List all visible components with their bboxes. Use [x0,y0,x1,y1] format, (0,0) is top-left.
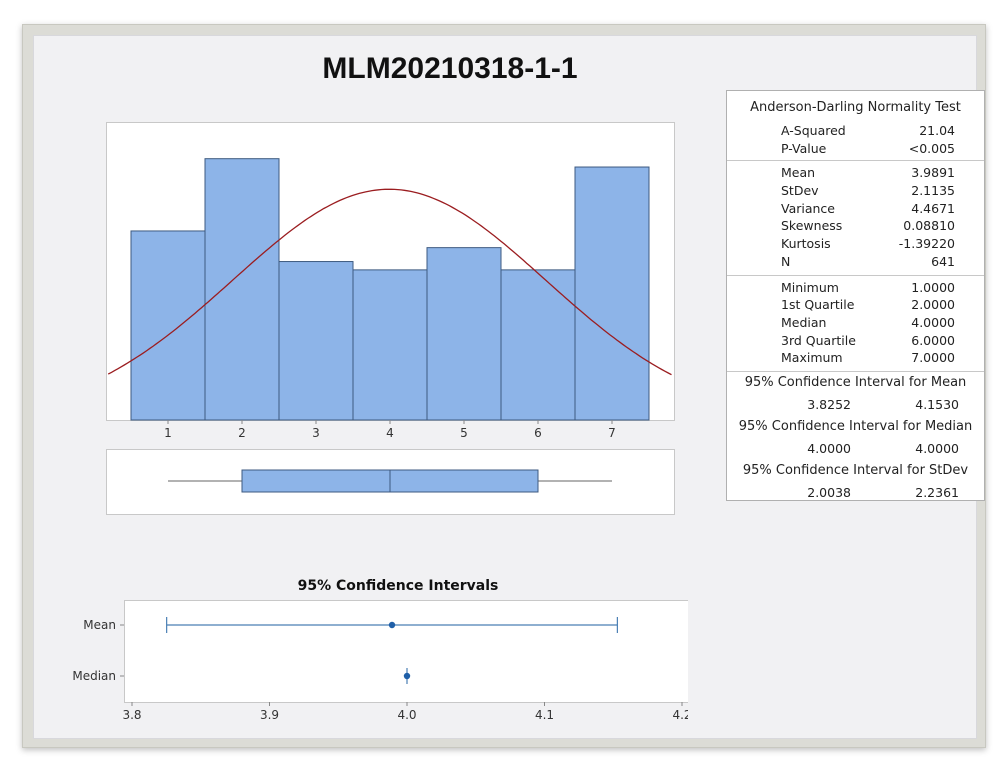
x-tick-label: 4.2 [672,708,688,722]
ci-stdev-high: 2.2361 [915,484,959,500]
moment-stat-label: StDev [781,183,819,199]
moment-stat-value: -1.39220 [898,236,955,252]
normality-test-header: Anderson-Darling Normality Test [750,100,961,115]
stats-table: Anderson-Darling Normality Test A-Square… [726,90,985,501]
quantile-stat-row: Median 4.0000 [727,314,984,332]
normality-stat-row: A-Squared 21.04 [727,122,984,140]
normal-fit-curve [107,188,672,376]
ci-point [403,672,411,680]
ci-median-low: 4.0000 [807,440,851,456]
quantile-stat-row: Minimum 1.0000 [727,279,984,297]
quantile-stat-label: Minimum [781,279,839,295]
quantile-stat-row: 3rd Quartile 6.0000 [727,332,984,350]
moment-stat-value: 3.9891 [911,165,955,181]
report-canvas: MLM20210318-1-1 1 2 3 4 5 6 7 95% Confidence I… [33,35,985,739]
ci-mean-title: 95% Confidence Interval for Mean [744,374,967,390]
x-tick-label: 5 [460,426,468,440]
ci-median-row: 4.0000 4.0000 [727,438,984,460]
quantile-stat-label: 3rd Quartile [781,332,856,348]
histogram-bar [278,261,354,421]
x-tick-label: 7 [608,426,616,440]
quantile-stat-row: 1st Quartile 2.0000 [727,296,984,314]
quantile-stat-value: 1.0000 [911,279,955,295]
normality-stat-row: P-Value <0.005 [727,140,984,158]
ci-mean-high: 4.1530 [915,396,959,412]
moment-stat-row: N 641 [727,253,984,271]
histogram-bar [426,247,502,421]
page-title: MLM20210318-1-1 [322,52,578,85]
quantile-stat-value: 2.0000 [911,297,955,313]
x-tick-label: 4 [386,426,394,440]
moment-stat-label: N [781,253,791,269]
x-tick-label: 3 [312,426,320,440]
confidence-interval-chart: 95% Confidence Intervals Mean Median 3.8 3.9… [72,578,688,722]
normality-stat-label: P-Value [781,140,827,156]
moment-stat-row: Kurtosis -1.39220 [727,235,984,253]
ci-chart-title: 95% Confidence Intervals [298,578,499,594]
ci-median-high: 4.0000 [915,440,959,456]
moment-stat-label: Mean [781,165,816,181]
quantile-stat-value: 6.0000 [911,332,955,348]
x-tick-label: 3.8 [122,708,141,722]
ci-stdev-title: 95% Confidence Interval for StDev [742,462,969,478]
ci-mean-row: 3.8252 4.1530 [727,394,984,416]
moment-stat-value: 0.08810 [903,218,955,234]
x-tick-label: 4.0 [397,708,416,722]
ci-row-label: Median [72,669,116,683]
moment-stat-value: 641 [931,253,955,269]
quantile-stat-value: 7.0000 [911,350,955,366]
ci-stdev-row: 2.0038 2.2361 [727,482,984,504]
moment-stat-row: Skewness 0.08810 [727,217,984,235]
moment-stat-value: 2.1135 [911,183,955,199]
moment-stat-row: Mean 3.9891 [727,164,984,182]
x-tick-label: 2 [238,426,246,440]
boxplot-chart [106,449,675,515]
normality-stat-value: 21.04 [919,123,955,138]
moment-stat-label: Skewness [781,218,843,234]
quantile-stat-value: 4.0000 [911,314,955,330]
histogram-bar [130,230,206,421]
quantile-stat-label: Median [781,314,827,330]
moment-stat-label: Kurtosis [781,236,831,252]
quantile-stat-label: Maximum [781,350,843,366]
x-tick-label: 6 [534,426,542,440]
ci-median-title: 95% Confidence Interval for Median [738,418,973,434]
normality-stat-label: A-Squared [781,123,846,138]
quantile-stat-label: 1st Quartile [781,297,855,313]
moment-stat-row: StDev 2.1135 [727,182,984,200]
moment-stat-value: 4.4671 [911,200,955,216]
ci-panel [124,600,688,703]
quantile-stat-row: Maximum 7.0000 [727,349,984,367]
ci-point [388,621,396,629]
ci-row-label: Mean [83,618,116,632]
moment-stat-row: Variance 4.4671 [727,200,984,218]
moment-stat-label: Variance [781,200,835,216]
x-tick-label: 4.1 [535,708,554,722]
x-tick-label: 3.9 [260,708,279,722]
histogram-bar [574,166,650,421]
x-tick-label: 1 [164,426,172,440]
ci-stdev-low: 2.0038 [807,484,851,500]
histogram-bar [204,158,280,421]
histogram-bar [352,269,428,421]
ci-mean-low: 3.8252 [807,396,851,412]
histogram-bar [500,269,576,421]
report-frame: MLM20210318-1-1 1 2 3 4 5 6 7 95% Confidence I… [22,24,986,748]
histogram-chart: 1 2 3 4 5 6 7 [106,122,675,440]
normality-stat-value: <0.005 [908,140,955,156]
